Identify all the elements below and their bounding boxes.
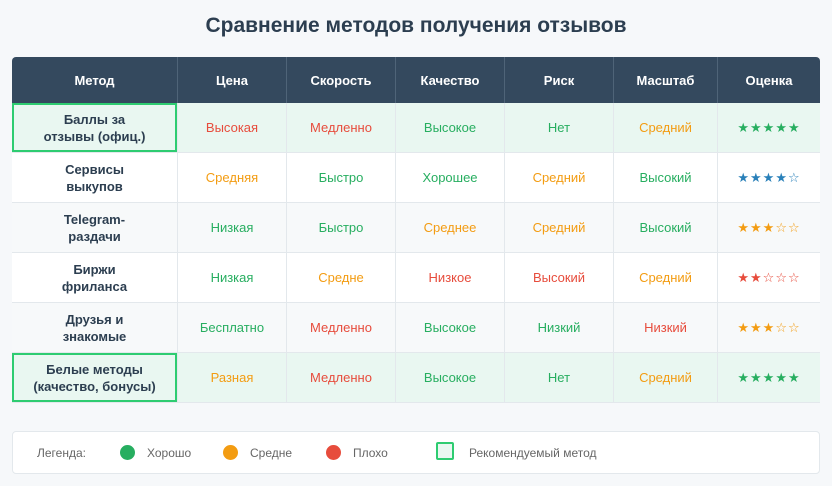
recommended-swatch-icon [436,442,454,460]
header-method: Метод [12,57,178,103]
table-row: Баллы за отзывы (офиц.) Высокая Медленно … [12,103,820,153]
method-cell: Баллы за отзывы (офиц.) [12,103,178,153]
risk-cell: Нет [505,103,614,153]
rating-stars-filled: ★★★ [737,219,776,235]
price-cell: Средняя [178,153,287,203]
bad-dot-icon [326,445,341,460]
header-quality: Качество [396,57,505,103]
quality-cell: Высокое [396,353,505,403]
rating-cell: ★★★☆☆ [718,303,820,353]
method-cell: Белые методы (качество, бонусы) [12,353,178,403]
header-price: Цена [178,57,287,103]
risk-cell: Нет [505,353,614,403]
header-scale: Масштаб [614,57,718,103]
table-row: Telegram-раздачи Низкая Быстро Среднее С… [12,203,820,253]
legend: Легенда: Хорошо Средне Плохо Рекомендуем… [12,431,820,474]
speed-cell: Средне [287,253,396,303]
rating-cell: ★★★★★ [718,103,820,153]
method-cell: Биржи фриланса [12,253,178,303]
quality-cell: Среднее [396,203,505,253]
scale-cell: Средний [614,353,718,403]
risk-cell: Средний [505,203,614,253]
table-row: Биржи фриланса Низкая Средне Низкое Высок… [12,253,820,303]
price-cell: Низкая [178,203,287,253]
rating-cell: ★★★★★ [718,353,820,403]
price-cell: Низкая [178,253,287,303]
scale-cell: Высокий [614,153,718,203]
comparison-table: Метод Цена Скорость Качество Риск Масшта… [12,57,820,403]
scale-cell: Низкий [614,303,718,353]
scale-cell: Средний [614,253,718,303]
quality-cell: Низкое [396,253,505,303]
rating-stars-empty: ☆ [787,169,801,185]
rating-stars-filled: ★★★★★ [737,119,801,135]
rating-cell: ★★★☆☆ [718,203,820,253]
quality-cell: Хорошее [396,153,505,203]
legend-bad: Плохо [353,446,388,460]
rating-stars-filled: ★★ [737,269,763,285]
good-dot-icon [120,445,135,460]
table-row: Белые методы (качество, бонусы) Разная Ме… [12,353,820,403]
scale-cell: Высокий [614,203,718,253]
quality-cell: Высокое [396,303,505,353]
header-speed: Скорость [287,57,396,103]
speed-cell: Быстро [287,203,396,253]
legend-label: Легенда: [37,446,86,460]
price-cell: Разная [178,353,287,403]
rating-stars-empty: ☆☆ [775,219,801,235]
legend-recommended: Рекомендуемый метод [469,446,597,460]
header-risk: Риск [505,57,614,103]
speed-cell: Медленно [287,103,396,153]
scale-cell: Средний [614,103,718,153]
speed-cell: Медленно [287,353,396,403]
price-cell: Бесплатно [178,303,287,353]
legend-good: Хорошо [147,446,192,460]
risk-cell: Высокий [505,253,614,303]
table-row: Друзья и знакомые Бесплатно Медленно Высо… [12,303,820,353]
method-cell: Сервисы выкупов [12,153,178,203]
legend-mid: Средне [250,446,293,460]
rating-cell: ★★★★☆ [718,153,820,203]
risk-cell: Средний [505,153,614,203]
rating-stars-empty: ☆☆ [775,319,801,335]
header-rating: Оценка [718,57,820,103]
speed-cell: Быстро [287,153,396,203]
price-cell: Высокая [178,103,287,153]
speed-cell: Медленно [287,303,396,353]
table-header-row: Метод Цена Скорость Качество Риск Масшта… [12,57,820,103]
risk-cell: Низкий [505,303,614,353]
method-cell: Telegram-раздачи [12,203,178,253]
medium-dot-icon [223,445,238,460]
rating-stars-empty: ☆☆☆ [762,269,801,285]
method-cell: Друзья и знакомые [12,303,178,353]
rating-stars-filled: ★★★★ [737,169,788,185]
quality-cell: Высокое [396,103,505,153]
rating-stars-filled: ★★★ [737,319,776,335]
rating-cell: ★★☆☆☆ [718,253,820,303]
table-row: Сервисы выкупов Средняя Быстро Хорошее Ср… [12,153,820,203]
rating-stars-filled: ★★★★★ [737,369,801,385]
page-title: Сравнение методов получения отзывов [205,14,627,37]
